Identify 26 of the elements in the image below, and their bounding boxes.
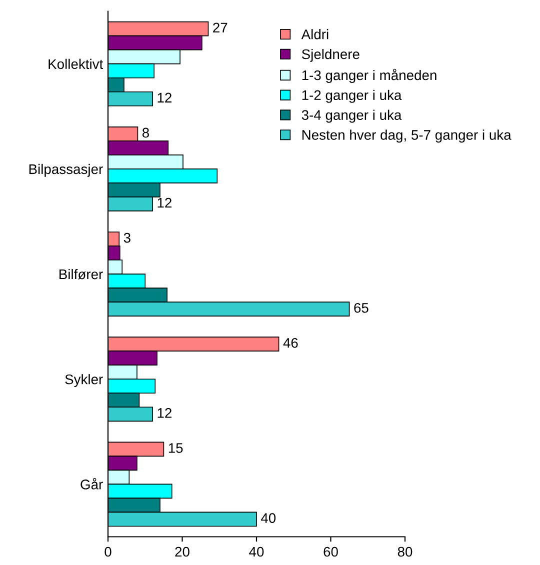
data-label: 65 [354,302,368,313]
legend-label: 1-2 ganger i uka [302,90,402,103]
data-label: 40 [260,513,276,523]
y-tick-label: Går [80,478,103,490]
legend-label: Aldri [301,29,328,40]
data-label: 46 [283,338,298,348]
y-tick-label: Sykler [65,374,103,388]
y-tick-label: Bilpassasjer [29,164,103,177]
data-label: 8 [142,128,149,138]
x-tick-label: 80 [398,546,412,557]
x-tick-label: 20 [175,546,190,557]
y-tick-label: Kollektivt [48,58,104,70]
x-tick-label: 40 [249,546,264,557]
x-tick-label: 60 [324,546,338,557]
x-tick-label: 0 [104,546,112,557]
data-label: 12 [158,198,172,208]
data-label: 12 [158,92,172,102]
legend-label: 1-3 ganger i måneden [302,68,436,83]
data-label: 12 [158,408,172,418]
legend-label: 3-4 ganger i uka [302,110,402,123]
data-label: 27 [213,22,228,32]
data-label: 15 [168,443,183,453]
data-label: 3 [124,232,130,243]
y-tick-label: Bilfører [60,268,103,280]
legend-label: Sjeldnere [302,48,360,62]
legend-label: Nesten hver dag, 5-7 ganger i uka [302,130,512,143]
